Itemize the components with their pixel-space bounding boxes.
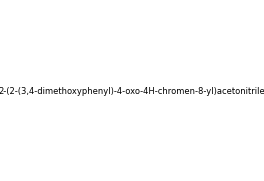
- Text: 2-(2-(3,4-dimethoxyphenyl)-4-oxo-4H-chromen-8-yl)acetonitrile: 2-(2-(3,4-dimethoxyphenyl)-4-oxo-4H-chro…: [0, 87, 264, 96]
